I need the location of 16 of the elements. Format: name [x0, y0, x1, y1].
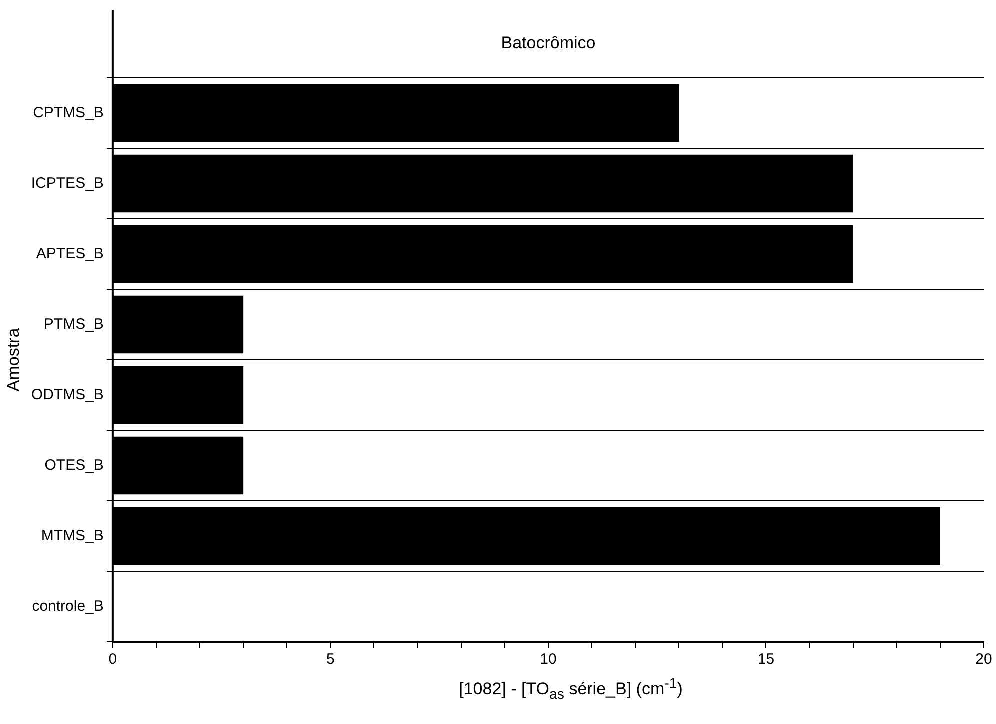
y-tick-label: controle_B — [32, 598, 104, 615]
x-tick-label: 0 — [108, 651, 118, 668]
y-tick-label: ICPTES_B — [31, 174, 104, 192]
y-axis-title: Amostra — [4, 328, 23, 392]
y-tick-label: PTMS_B — [44, 316, 104, 333]
x-tick-label: 10 — [540, 651, 557, 668]
y-tick-label: OTES_B — [44, 456, 104, 474]
y-tick-label: CPTMS_B — [33, 104, 104, 122]
x-tick-label: 5 — [326, 651, 335, 668]
x-tick-label: 20 — [976, 651, 992, 668]
y-tick-label: APTES_B — [36, 245, 104, 262]
x-tick-label: 15 — [758, 651, 775, 668]
y-tick-label: MTMS_B — [41, 527, 104, 544]
x-axis-title: [1082] - [TO$_{as}$ série_B] (cm$^{-1}$) — [458, 676, 684, 704]
chart-title: Batocrômico — [501, 34, 596, 53]
y-tick-label: ODTMS_B — [31, 386, 104, 404]
